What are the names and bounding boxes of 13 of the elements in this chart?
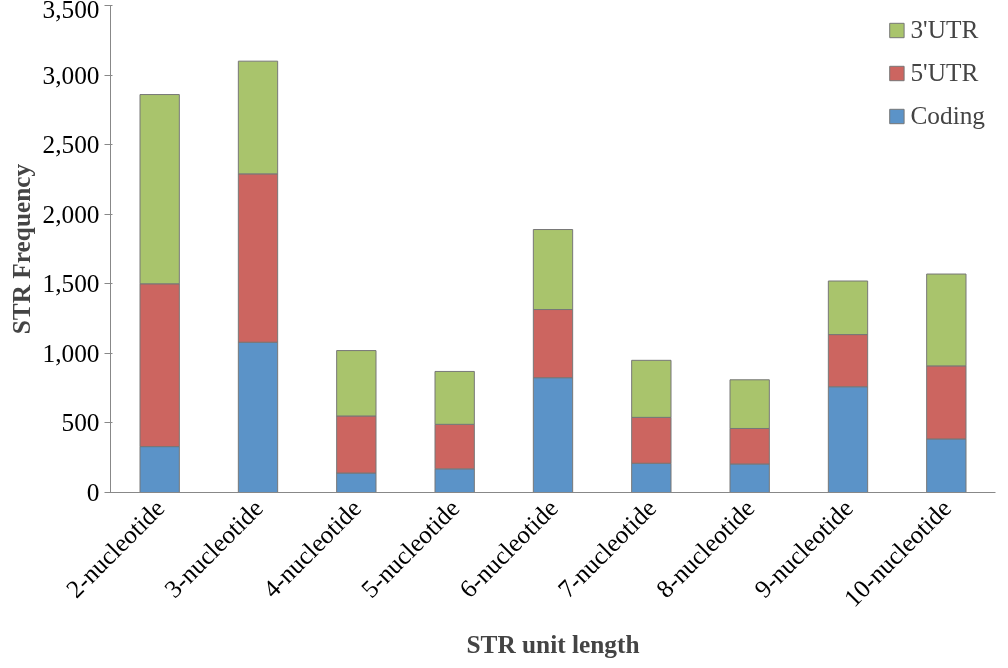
x-axis-title: STR unit length <box>466 629 640 658</box>
legend-label: 3'UTR <box>910 15 979 44</box>
y-tick-label: 500 <box>61 408 100 437</box>
y-axis-title: STR Frequency <box>6 163 35 335</box>
y-tick-label: 2,500 <box>42 130 100 159</box>
y-tick-label: 0 <box>86 478 100 506</box>
legend-label: Coding <box>910 101 985 130</box>
y-tick-label: 3,500 <box>42 0 100 23</box>
y-tick-label: 3,000 <box>42 60 100 89</box>
y-tick-label: 1,000 <box>42 338 100 367</box>
y-tick-label: 2,000 <box>42 199 100 228</box>
y-tick-label: 1,500 <box>42 269 100 298</box>
legend-label: 5'UTR <box>910 58 979 87</box>
